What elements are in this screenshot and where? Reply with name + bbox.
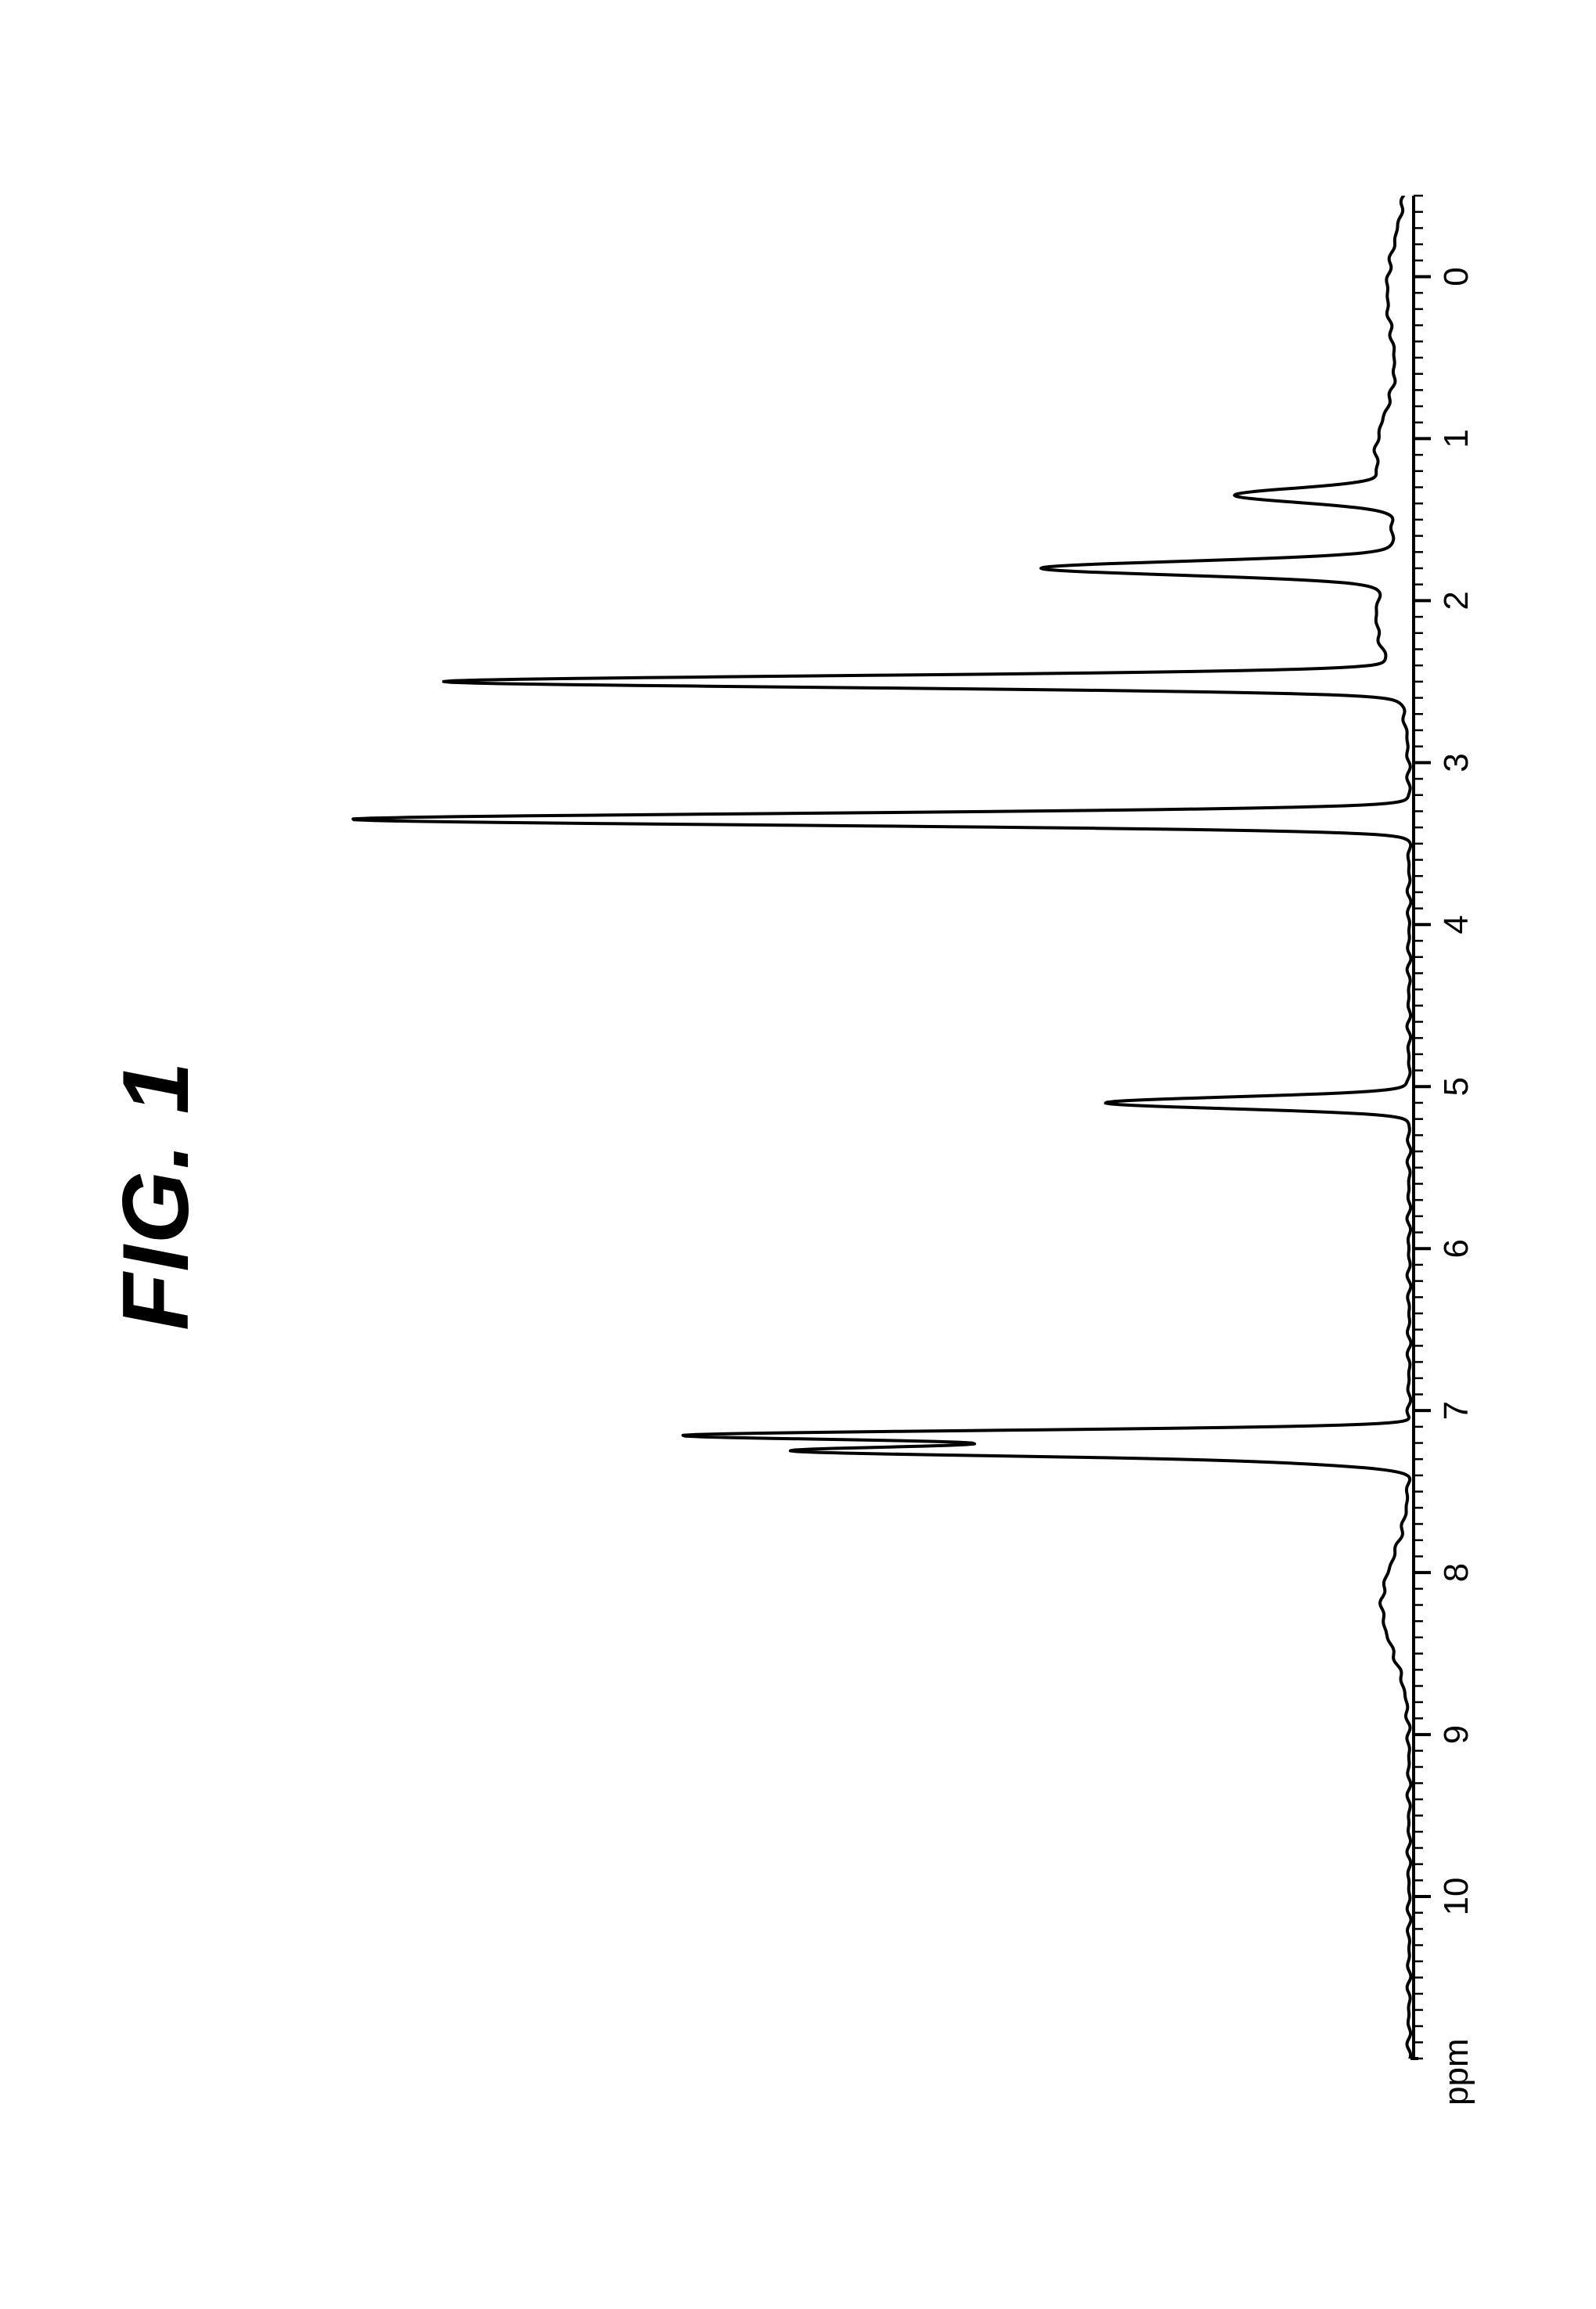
- nmr-plot-area: [297, 196, 1425, 2059]
- figure-label: FIG. 1: [102, 1061, 210, 1331]
- nmr-spectrum: [297, 196, 1425, 2059]
- x-axis: [1410, 180, 1481, 2074]
- spectrum-trace: [353, 196, 1410, 2059]
